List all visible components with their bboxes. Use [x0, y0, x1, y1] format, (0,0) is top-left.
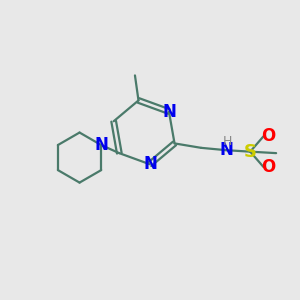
Text: N: N: [163, 103, 176, 121]
Text: S: S: [244, 143, 257, 161]
Text: H: H: [223, 135, 232, 148]
Text: O: O: [261, 158, 275, 176]
Text: N: N: [94, 136, 108, 154]
Text: O: O: [261, 127, 275, 145]
Text: N: N: [219, 141, 233, 159]
Text: N: N: [143, 155, 157, 173]
